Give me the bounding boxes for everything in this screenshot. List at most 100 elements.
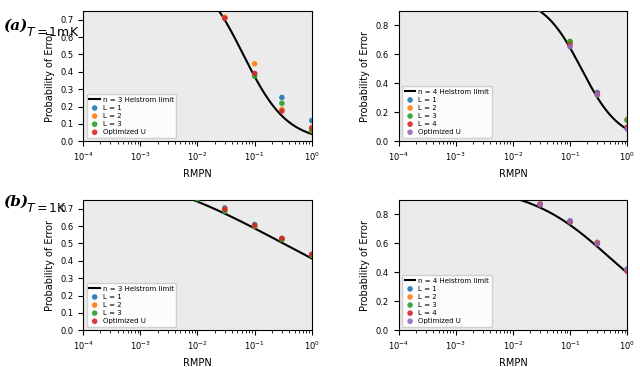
- Y-axis label: Probability of Error: Probability of Error: [360, 219, 370, 310]
- L = 1: [508, 193, 518, 199]
- L = 3: [451, 1, 461, 7]
- Optimized U: [592, 241, 602, 247]
- L = 2: [535, 201, 545, 207]
- L = 3: [592, 92, 602, 98]
- L = 2: [420, 1, 431, 7]
- Optimized U: [508, 192, 518, 198]
- L = 3: [622, 266, 632, 272]
- Optimized U: [250, 222, 260, 228]
- n = 4 Helstrom limit: [530, 6, 538, 10]
- L = 4: [394, 190, 404, 196]
- L = 3: [193, 196, 203, 202]
- L = 1: [220, 15, 230, 21]
- Text: (a): (a): [3, 18, 28, 32]
- L = 1: [250, 222, 260, 228]
- L = 4: [478, 1, 488, 7]
- L = 2: [508, 1, 518, 7]
- L = 1: [250, 71, 260, 77]
- n = 3 Helstrom limit: [220, 211, 227, 215]
- L = 2: [394, 1, 404, 7]
- L = 3: [276, 100, 287, 106]
- L = 2: [276, 106, 287, 112]
- L = 2: [307, 128, 317, 134]
- L = 3: [592, 240, 602, 246]
- L = 4: [420, 190, 431, 196]
- L = 1: [565, 218, 575, 224]
- Optimized U: [565, 44, 575, 50]
- L = 2: [135, 175, 145, 181]
- Optimized U: [451, 190, 461, 196]
- n = 4 Helstrom limit: [530, 203, 538, 207]
- L = 1: [135, 177, 145, 182]
- L = 1: [622, 117, 632, 123]
- L = 3: [451, 190, 461, 196]
- L = 2: [394, 190, 404, 196]
- Optimized U: [394, 1, 404, 7]
- L = 2: [592, 91, 602, 97]
- n = 4 Helstrom limit: [588, 239, 595, 244]
- Optimized U: [478, 1, 488, 7]
- L = 1: [420, 1, 431, 7]
- Optimized U: [535, 3, 545, 9]
- Line: n = 3 Helstrom limit: n = 3 Helstrom limit: [83, 0, 312, 134]
- n = 4 Helstrom limit: [623, 271, 631, 275]
- n = 4 Helstrom limit: [602, 108, 610, 112]
- L = 4: [478, 190, 488, 196]
- L = 1: [565, 39, 575, 45]
- X-axis label: RMPN: RMPN: [183, 358, 212, 367]
- L = 2: [220, 206, 230, 212]
- Optimized U: [478, 190, 488, 196]
- n = 3 Helstrom limit: [287, 121, 294, 126]
- n = 3 Helstrom limit: [308, 256, 316, 261]
- n = 4 Helstrom limit: [588, 85, 595, 89]
- Optimized U: [250, 70, 260, 76]
- L = 1: [307, 252, 317, 258]
- L = 2: [420, 190, 431, 196]
- L = 1: [592, 90, 602, 95]
- L = 2: [508, 191, 518, 197]
- Optimized U: [451, 1, 461, 7]
- Optimized U: [220, 15, 230, 21]
- L = 2: [478, 1, 488, 7]
- L = 1: [622, 266, 632, 272]
- L = 3: [420, 1, 431, 7]
- L = 3: [135, 176, 145, 182]
- Optimized U: [420, 190, 431, 196]
- L = 2: [535, 3, 545, 9]
- L = 1: [478, 1, 488, 7]
- n = 3 Helstrom limit: [308, 132, 316, 136]
- Optimized U: [535, 201, 545, 207]
- Text: $T = 1\mathrm{K}$: $T = 1\mathrm{K}$: [26, 202, 67, 215]
- L = 3: [478, 1, 488, 7]
- Line: n = 4 Helstrom limit: n = 4 Helstrom limit: [399, 186, 627, 273]
- L = 3: [394, 1, 404, 7]
- L = 4: [535, 1, 545, 7]
- L = 2: [106, 170, 116, 175]
- L = 4: [451, 1, 461, 7]
- L = 2: [622, 268, 632, 273]
- Optimized U: [78, 164, 88, 170]
- Legend: n = 4 Helstrom limit, L = 1, L = 2, L = 3, L = 4, Optimized U: n = 4 Helstrom limit, L = 1, L = 2, L = …: [402, 86, 492, 138]
- L = 4: [622, 268, 632, 274]
- Optimized U: [592, 91, 602, 97]
- L = 1: [220, 205, 230, 211]
- Optimized U: [508, 1, 518, 7]
- Legend: n = 4 Helstrom limit, L = 1, L = 2, L = 3, L = 4, Optimized U: n = 4 Helstrom limit, L = 1, L = 2, L = …: [402, 275, 492, 327]
- L = 3: [565, 39, 575, 44]
- Y-axis label: Probability of Error: Probability of Error: [45, 31, 54, 122]
- n = 3 Helstrom limit: [79, 168, 87, 172]
- L = 2: [193, 195, 203, 200]
- n = 3 Helstrom limit: [287, 245, 294, 250]
- L = 1: [163, 184, 173, 190]
- Optimized U: [622, 266, 632, 272]
- L = 2: [622, 116, 632, 122]
- L = 1: [78, 165, 88, 171]
- L = 2: [307, 252, 317, 258]
- L = 3: [535, 7, 545, 12]
- Optimized U: [106, 169, 116, 175]
- Optimized U: [565, 218, 575, 224]
- L = 3: [307, 252, 317, 258]
- Line: n = 4 Helstrom limit: n = 4 Helstrom limit: [399, 0, 627, 129]
- Optimized U: [135, 175, 145, 181]
- L = 2: [250, 61, 260, 67]
